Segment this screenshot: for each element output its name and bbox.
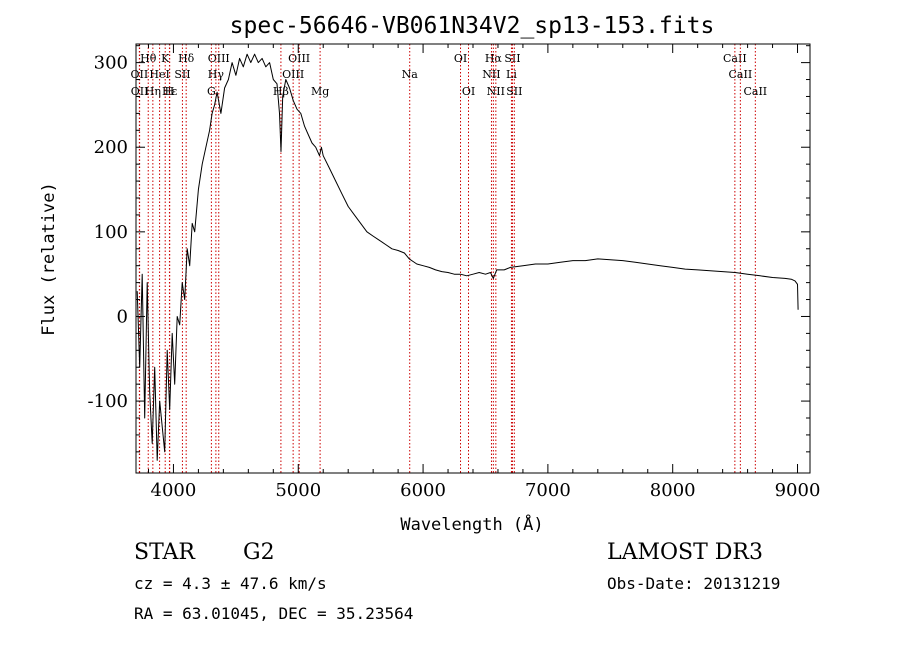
y-tick-label: 0 — [117, 306, 128, 327]
plot-frame — [135, 43, 811, 474]
emission-line-label: Li — [506, 68, 517, 81]
emission-line-label: OIII — [208, 52, 230, 65]
x-tick-label: 7000 — [525, 480, 571, 501]
x-tick-label: 5000 — [275, 480, 321, 501]
emission-line-label: Hα — [485, 52, 503, 65]
emission-line-label: CaII — [723, 52, 747, 65]
emission-line-label: G — [207, 85, 216, 98]
emission-line-label: SII — [504, 52, 520, 65]
chart-title: spec-56646-VB061N34V2_sp13-153.fits — [230, 13, 715, 39]
object-subclass: G2 — [243, 540, 275, 565]
obs-date-line: Obs-Date: 20131219 — [607, 574, 781, 593]
emission-line-label: Hγ — [208, 68, 225, 81]
emission-line-label: OIII — [282, 68, 304, 81]
series-layer — [136, 53, 799, 461]
y-tick-label: 100 — [94, 222, 128, 243]
emission-line-label: CaII — [743, 85, 767, 98]
y-tick-label: 200 — [94, 137, 128, 158]
emission-line-label: SII — [174, 68, 190, 81]
emission-line-label: OI — [454, 52, 467, 65]
emission-line-label: Hβ — [273, 85, 289, 98]
emission-line-label: OIII — [288, 52, 310, 65]
emission-line-label: Na — [402, 68, 419, 81]
emission-line-label: HeI — [149, 68, 169, 81]
y-axis-label: Flux (relative) — [39, 182, 59, 336]
emission-line-label: Mg — [311, 85, 329, 98]
spectrum-series-line — [136, 53, 799, 461]
coordinates-line: RA = 63.01045, DEC = 35.23564 — [134, 604, 414, 623]
y-tick-label: 300 — [94, 53, 128, 74]
x-tick-label: 8000 — [650, 480, 696, 501]
emission-line-label: Hη — [145, 85, 161, 98]
x-tick-label: 4000 — [151, 480, 197, 501]
emission-line-label: CaII — [729, 68, 753, 81]
x-tick-label: 9000 — [775, 480, 821, 501]
y-tick-label: -100 — [88, 391, 128, 412]
object-class: STAR — [134, 540, 195, 565]
emission-line-label: K — [161, 52, 170, 65]
emission-line-label: Hδ — [178, 52, 195, 65]
emission-line-label: OII — [131, 85, 149, 98]
emission-line-label: Hε — [162, 85, 178, 98]
x-axis-label: Wavelength (Å) — [400, 513, 543, 535]
emission-line-label: OII — [131, 68, 149, 81]
emission-line-label: NII — [482, 68, 500, 81]
redshift-line: cz = 4.3 ± 47.6 km/s — [134, 574, 327, 593]
axis-ticks: 4000 5000 6000 7000 8000 9000 -100 0 100 200 300 — [88, 44, 821, 501]
emission-line-label: OI — [462, 85, 475, 98]
survey-name: LAMOST DR3 — [607, 540, 763, 565]
emission-line-label: NII — [487, 85, 505, 98]
emission-line-label: H — [165, 85, 175, 98]
emission-line-label: SII — [506, 85, 522, 98]
x-tick-label: 6000 — [400, 480, 446, 501]
